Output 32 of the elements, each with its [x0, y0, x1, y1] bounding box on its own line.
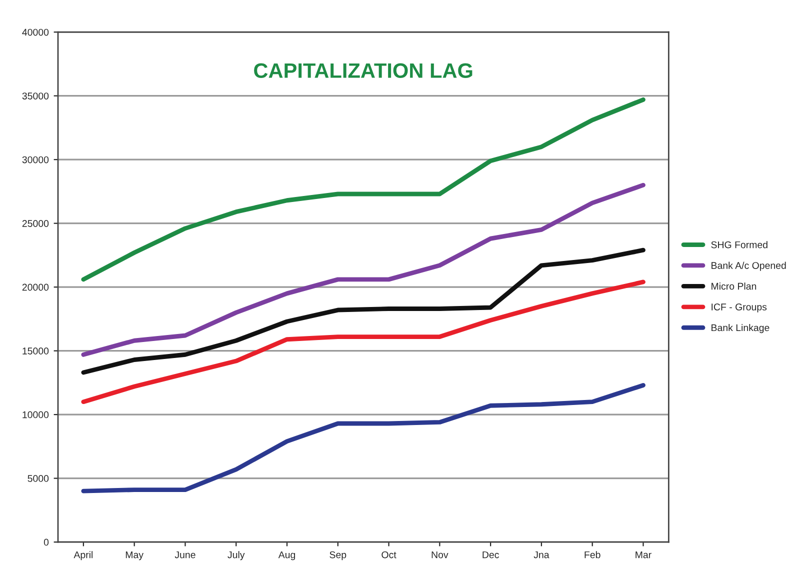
- y-tick-label: 10000: [22, 411, 49, 418]
- legend-label: Micro Plan: [712, 282, 756, 290]
- legend-label: SHG Formed: [711, 241, 768, 248]
- legend-label: ICF - Groups: [712, 304, 767, 312]
- x-tick-label: Feb: [584, 551, 600, 558]
- x-tick-label: April: [74, 551, 93, 560]
- y-tick-label: 5000: [28, 475, 49, 482]
- line-series: [81, 248, 646, 375]
- y-tick-label: 0: [44, 538, 49, 546]
- y-tick-label: 25000: [22, 220, 49, 227]
- y-tick-label: 30000: [22, 156, 49, 164]
- y-tick-label: 35000: [22, 92, 49, 100]
- y-tick-label: 40000: [22, 28, 49, 36]
- line-series: [81, 182, 646, 357]
- x-tick-label: Jna: [534, 551, 550, 558]
- y-tick-label: 20000: [22, 284, 49, 291]
- x-tick-label: July: [228, 551, 245, 560]
- legend-label: Bank A/c Opened: [712, 262, 786, 271]
- x-tick-label: Aug: [278, 551, 296, 560]
- legend-label: Bank Linkage: [712, 324, 770, 334]
- text: CAPITALIZATION LAG: [254, 63, 472, 78]
- line-series: [81, 97, 646, 282]
- y-tick-label: 15000: [22, 348, 49, 354]
- line-series: [81, 280, 646, 404]
- x-tick-label: Nov: [432, 551, 448, 558]
- x-tick-label: Dec: [482, 551, 499, 558]
- x-tick-label: Sep: [330, 551, 346, 560]
- x-tick-label: June: [174, 551, 196, 558]
- x-tick-label: Oct: [382, 551, 396, 558]
- x-tick-label: May: [126, 551, 144, 560]
- line-series: [81, 383, 646, 494]
- x-tick-label: Mar: [636, 551, 652, 558]
